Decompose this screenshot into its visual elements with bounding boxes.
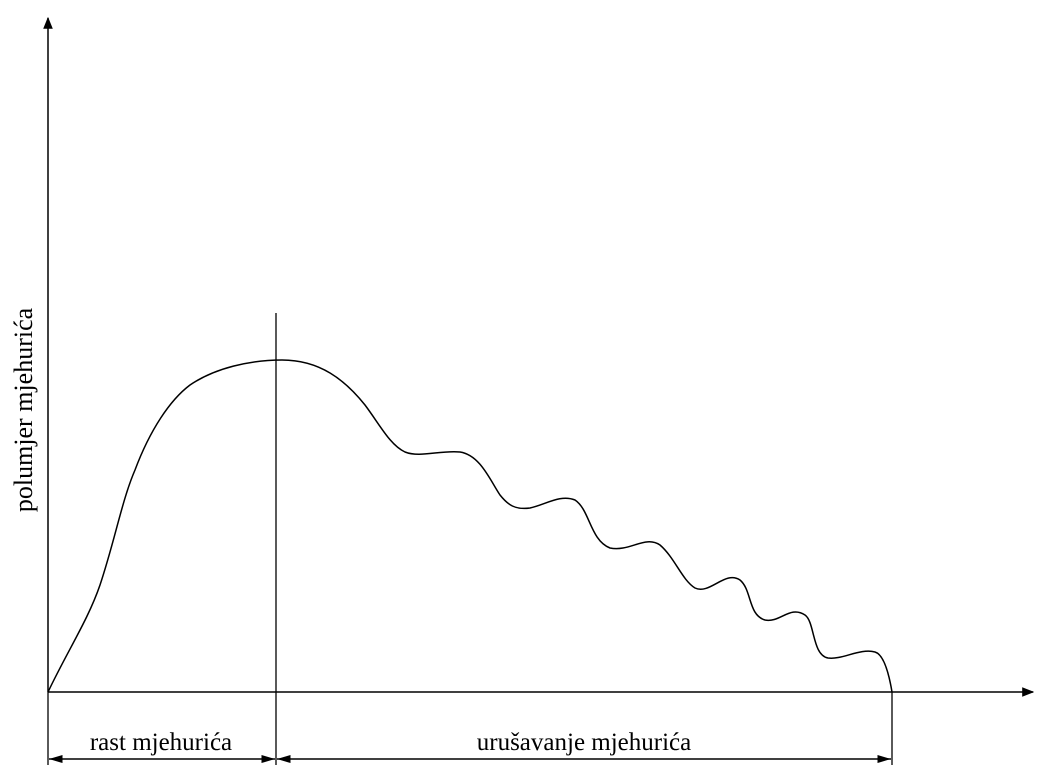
growth-phase-label: rast mjehurića [90,729,232,756]
y-axis-label: polumjer mjehurića [9,307,38,512]
bubble-radius-curve [47,359,893,693]
collapse-phase-label: urušavanje mjehurića [477,729,692,756]
